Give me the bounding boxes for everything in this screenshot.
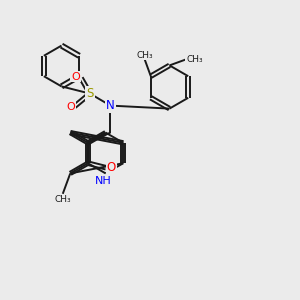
Text: CH₃: CH₃ [136, 51, 153, 60]
Text: O: O [107, 161, 116, 174]
Text: NH: NH [95, 176, 112, 186]
Text: S: S [86, 87, 94, 100]
Text: O: O [66, 101, 75, 112]
Text: CH₃: CH₃ [55, 195, 71, 204]
Text: CH₃: CH₃ [186, 55, 203, 64]
Text: O: O [71, 71, 80, 82]
Text: N: N [106, 99, 115, 112]
